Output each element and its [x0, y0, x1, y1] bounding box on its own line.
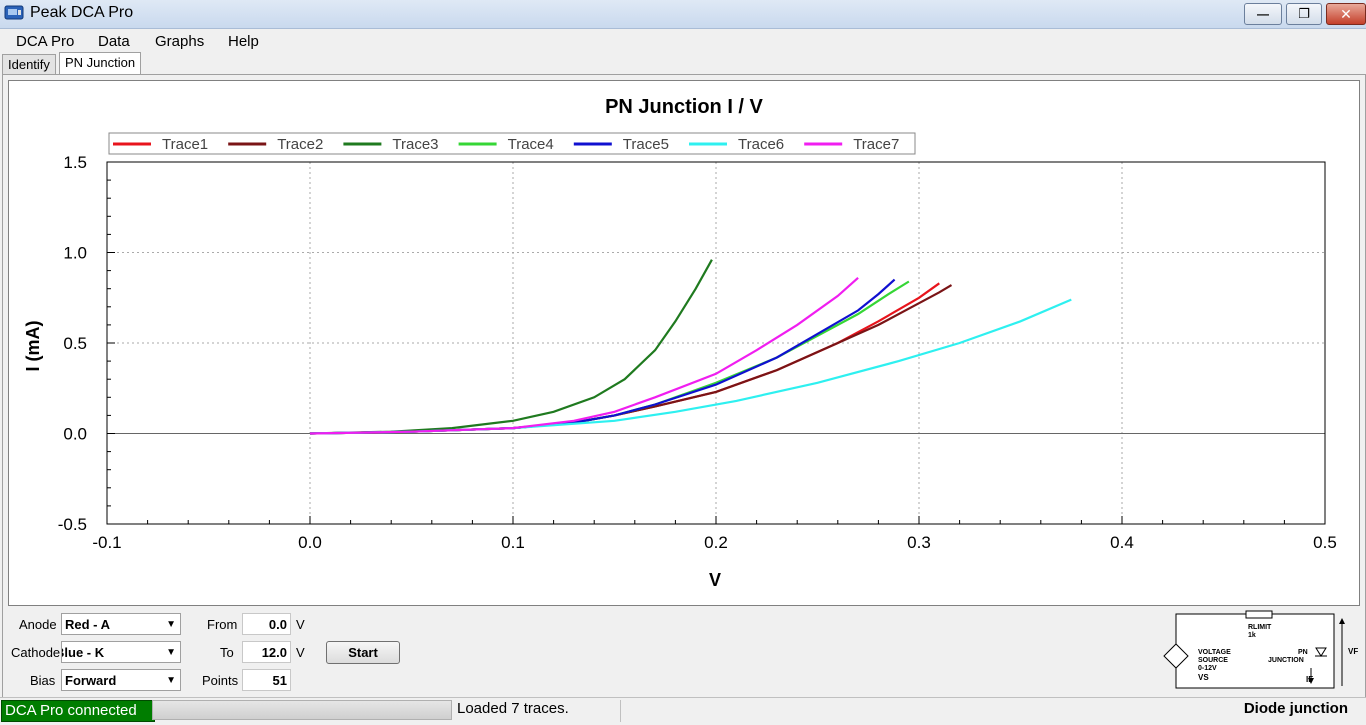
series-line-trace4 [309, 280, 910, 435]
grid [107, 162, 1325, 524]
bias-label: Bias [30, 673, 56, 688]
x-tick-label: -0.1 [92, 533, 121, 552]
series-line-trace3 [309, 259, 713, 435]
y-tick-label: 1.0 [63, 244, 87, 263]
pn-line2: JUNCTION [1268, 657, 1304, 664]
y-tick-label: -0.5 [58, 515, 87, 534]
status-message: Loaded 7 traces. [457, 700, 569, 717]
from-label: From [207, 617, 238, 632]
chevron-down-icon: ▼ [166, 647, 176, 658]
source-line3: 0-12V [1198, 665, 1217, 672]
y-axis-label: I (mA) [23, 321, 43, 372]
legend-label: Trace2 [277, 136, 323, 153]
series-lines [309, 259, 1072, 435]
legend-label: Trace1 [162, 136, 208, 153]
chart-title: PN Junction I / V [605, 96, 763, 118]
chevron-down-icon: ▼ [166, 619, 176, 630]
maximize-button[interactable]: ❐ [1286, 3, 1322, 25]
tab-strip: Identify PN Junction [0, 52, 1366, 76]
y-tick-label: 1.5 [63, 153, 87, 172]
app-icon [4, 5, 24, 20]
points-input[interactable]: 51 [242, 669, 291, 691]
tab-identify[interactable]: Identify [2, 54, 56, 75]
if-label: IF [1306, 675, 1313, 684]
close-icon: ✕ [1340, 5, 1352, 22]
status-mode: Diode junction [1243, 700, 1348, 717]
series-line-trace6 [309, 298, 1072, 435]
x-tick-label: 0.2 [704, 533, 728, 552]
legend-label: Trace3 [392, 136, 438, 153]
bias-select[interactable]: Forward ▼ [61, 669, 181, 691]
close-button[interactable]: ✕ [1326, 3, 1366, 25]
y-tick-label: 0.0 [63, 425, 87, 444]
vs-label: VS [1198, 673, 1209, 682]
source-line1: VOLTAGE [1198, 649, 1231, 656]
rlimit-value: 1k [1248, 632, 1256, 639]
menu-data[interactable]: Data [98, 33, 130, 50]
to-input[interactable]: 12.0 [242, 641, 291, 663]
cathode-value: Blue - K [62, 645, 105, 660]
window-title: Peak DCA Pro [30, 4, 134, 21]
menu-dca-pro[interactable]: DCA Pro [16, 33, 75, 50]
to-unit: V [296, 645, 305, 660]
chart-area: PN Junction I / V Trace1 Trace2 Trace3 Trac… [8, 80, 1360, 606]
anode-label: Anode [19, 617, 57, 632]
circuit-schematic: RLIMIT 1k VOLTAGE SOURCE 0-12V VS PN JUN… [1163, 610, 1358, 689]
restore-icon: ❐ [1298, 6, 1310, 21]
legend: Trace1 Trace2 Trace3 Trace4 Trace5 Trace6 Trac… [113, 136, 899, 153]
series-line-trace7 [309, 276, 859, 435]
tab-pn-junction[interactable]: PN Junction [59, 52, 142, 76]
anode-value: Red - A [65, 617, 111, 632]
from-unit: V [296, 617, 305, 632]
progress-bar [152, 700, 452, 720]
y-tick-label: 0.5 [63, 334, 87, 353]
menu-help[interactable]: Help [228, 33, 259, 50]
x-tick-label: 0.4 [1110, 533, 1134, 552]
status-bar: DCA Pro connected Loaded 7 traces. Diode… [0, 697, 1366, 725]
vf-label: VF [1348, 647, 1358, 656]
rlimit-label: RLIMIT [1248, 624, 1272, 631]
from-input[interactable]: 0.0 [242, 613, 291, 635]
bias-value: Forward [65, 673, 117, 688]
legend-box [108, 132, 916, 155]
start-button[interactable]: Start [326, 641, 400, 664]
points-label: Points [202, 673, 239, 688]
x-tick-label: 0.5 [1313, 533, 1337, 552]
menu-graphs[interactable]: Graphs [155, 33, 205, 50]
minimize-icon: — [1257, 7, 1269, 21]
x-tick-label: 0.3 [907, 533, 931, 552]
anode-select[interactable]: Red - A ▼ [61, 613, 181, 635]
cathode-label: Cathode [11, 645, 61, 660]
x-tick-label: 0.1 [501, 533, 525, 552]
cathode-select[interactable]: Blue - K ▼ [61, 641, 181, 663]
legend-label: Trace4 [508, 136, 554, 153]
pn-line1: PN [1298, 649, 1308, 656]
legend-label: Trace5 [623, 136, 669, 153]
series-line-trace1 [309, 282, 940, 435]
source-line2: SOURCE [1198, 657, 1228, 664]
x-axis-label: V [709, 570, 721, 590]
iv-chart: PN Junction I / V Trace1 Trace2 Trace3 Trac… [23, 96, 1337, 590]
status-separator [620, 700, 621, 722]
to-label: To [220, 645, 234, 660]
menu-bar: DCA Pro Data Graphs Help [0, 29, 1366, 53]
connection-status: DCA Pro connected [1, 700, 155, 722]
legend-label: Trace6 [738, 136, 784, 153]
title-bar: Peak DCA Pro — ❐ ✕ [0, 0, 1366, 29]
legend-label: Trace7 [853, 136, 899, 153]
minimize-button[interactable]: — [1244, 3, 1282, 25]
chevron-down-icon: ▼ [166, 675, 176, 686]
x-tick-label: 0.0 [298, 533, 322, 552]
axes: -0.1 0.0 0.1 0.2 0.3 0.4 0.5 -0.5 0.0 0.5 1.0 1.5 [58, 153, 1337, 552]
